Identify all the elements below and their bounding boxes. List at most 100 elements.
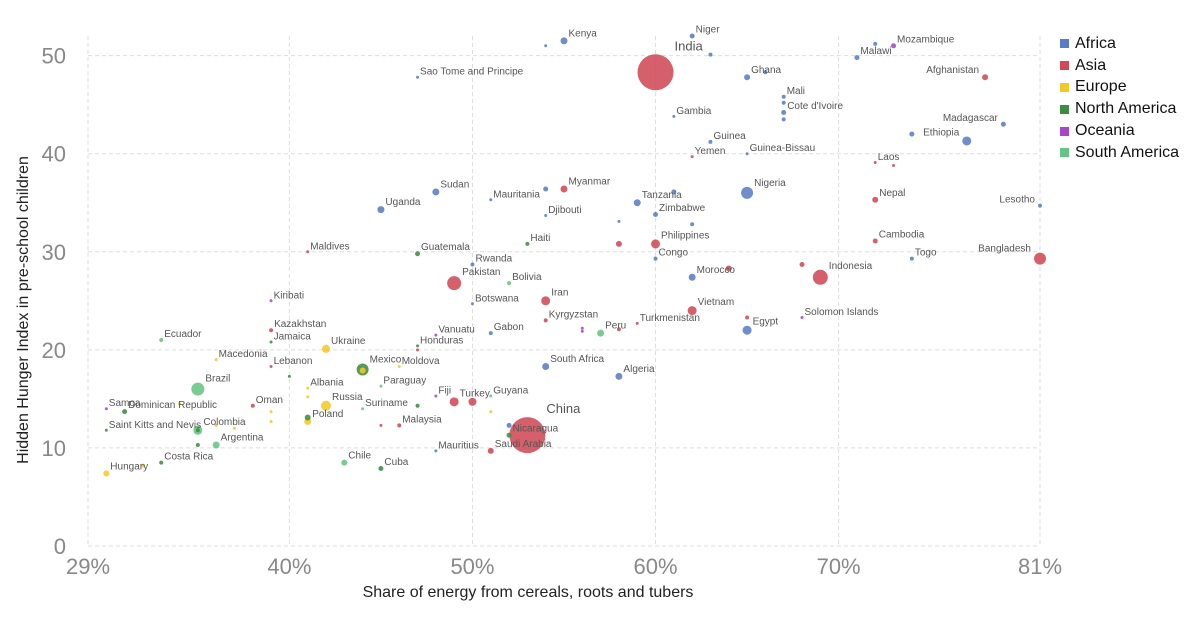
point-label-gabon: Gabon (494, 322, 524, 333)
point-sao-tome-and-principe (416, 75, 420, 79)
x-tick-label: 81% (1018, 554, 1062, 579)
point-label-solomon-islands: Solomon Islands (805, 307, 879, 318)
point-solomon-islands (800, 315, 804, 319)
point-moldova (397, 365, 401, 369)
legend-swatch (1060, 104, 1069, 114)
point-cuba (378, 466, 384, 472)
point-label-kiribati: Kiribati (274, 290, 305, 301)
point-label-oman: Oman (256, 395, 283, 406)
point-north-america (195, 428, 200, 433)
point-label-gambia: Gambia (676, 106, 711, 117)
point-label-peru: Peru (605, 321, 626, 332)
point-label-afghanistan: Afghanistan (926, 65, 979, 76)
legend-swatch (1060, 82, 1069, 92)
point-chile (341, 459, 348, 466)
point-rwanda (470, 262, 475, 267)
point-label-laos: Laos (878, 152, 900, 163)
point-yemen (690, 155, 694, 159)
point-label-guyana: Guyana (493, 385, 528, 396)
point-egypt (742, 325, 752, 335)
point-asia (379, 423, 383, 427)
y-tick-label: 30 (42, 240, 66, 265)
point-label-poland: Poland (312, 409, 343, 420)
point-label-algeria: Algeria (623, 364, 655, 375)
point-asia (468, 397, 477, 406)
legend-item-africa[interactable]: Africa (1060, 33, 1179, 55)
point-label-cuba: Cuba (384, 457, 408, 468)
point-label-kenya: Kenya (569, 28, 598, 39)
point-label-paraguay: Paraguay (383, 376, 426, 387)
point-saint-kitts-and-nevis (104, 428, 108, 432)
point-label-sao-tome-and-principe: Sao Tome and Principe (420, 67, 524, 78)
point-label-argentina: Argentina (221, 432, 264, 443)
point-china (509, 417, 546, 454)
point-label-niger: Niger (696, 25, 721, 36)
point-asia (799, 262, 805, 268)
point-guatemala (415, 251, 421, 257)
point-asia (892, 163, 896, 167)
legend-label: North America (1075, 100, 1177, 118)
point-label-zimbabwe: Zimbabwe (659, 203, 706, 214)
point-ukraine (322, 344, 330, 353)
x-tick-label: 70% (817, 554, 861, 579)
point-africa (544, 44, 548, 48)
point-morocco (688, 273, 696, 281)
y-tick-label: 50 (42, 44, 66, 69)
point-philippines (651, 239, 661, 249)
point-africa (617, 219, 621, 223)
point-kenya (560, 37, 568, 45)
x-axis-ticks: 29% 40% 50% 60% 70% 81% (66, 554, 1062, 579)
point-djibouti (544, 213, 548, 217)
x-tick-label: 40% (267, 554, 311, 579)
legend-item-europe[interactable]: Europe (1060, 77, 1179, 99)
point-pakistan (447, 276, 462, 291)
point-vietnam (687, 306, 697, 316)
point-cambodia (872, 238, 878, 244)
point-algeria (615, 372, 623, 380)
point-mauritania (489, 198, 493, 202)
point-asia (615, 240, 622, 247)
point-oman (250, 403, 255, 408)
point-north-america (304, 414, 311, 421)
point-europe (269, 419, 273, 423)
point-africa (873, 41, 878, 46)
y-tick-label: 40 (42, 142, 66, 167)
point-label-rwanda: Rwanda (475, 254, 512, 265)
chart-legend: Africa Asia Europe North America Oceania Sout… (1060, 33, 1179, 164)
point-label-iran: Iran (551, 287, 568, 298)
point-label-bolivia: Bolivia (512, 272, 542, 283)
y-tick-label: 20 (42, 338, 66, 363)
legend-item-south-america[interactable]: South America (1060, 142, 1179, 164)
point-vanuatu (434, 333, 438, 337)
legend-item-oceania[interactable]: Oceania (1060, 120, 1179, 142)
legend-item-asia[interactable]: Asia (1060, 55, 1179, 77)
point-label-cambodia: Cambodia (879, 229, 925, 240)
point-costa-rica (159, 460, 164, 465)
point-sudan (432, 188, 440, 196)
point-oceania (580, 326, 584, 330)
y-axis-title: Hidden Hunger Index in pre-school childr… (15, 156, 32, 464)
point-cote-d-ivoire (781, 110, 787, 115)
point-label-botswana: Botswana (475, 293, 519, 304)
point-label-dominican-republic: Dominican Republic (128, 400, 217, 411)
point-africa (909, 131, 915, 137)
point-label-djibouti: Djibouti (548, 205, 581, 216)
point-label-colombia: Colombia (203, 417, 246, 428)
point-label-pakistan: Pakistan (462, 267, 500, 278)
point-label-turkmenistan: Turkmenistan (640, 313, 700, 324)
point-zimbabwe (653, 212, 659, 217)
point-botswana (470, 302, 474, 306)
point-europe (214, 423, 218, 427)
point-bolivia (507, 281, 512, 286)
point-label-saint-kitts-and-nevis: Saint Kitts and Nevis (109, 420, 201, 431)
point-label-indonesia: Indonesia (829, 261, 873, 272)
point-label-myanmar: Myanmar (569, 177, 611, 188)
point-label-moldova: Moldova (402, 356, 440, 367)
point-gabon (488, 331, 493, 336)
point-mali (781, 94, 786, 99)
point-togo (909, 256, 914, 261)
x-axis-title: Share of energy from cereals, roots and … (363, 584, 694, 601)
x-tick-label: 29% (66, 554, 110, 579)
point-nepal (872, 196, 879, 203)
legend-item-north-america[interactable]: North America (1060, 98, 1179, 120)
